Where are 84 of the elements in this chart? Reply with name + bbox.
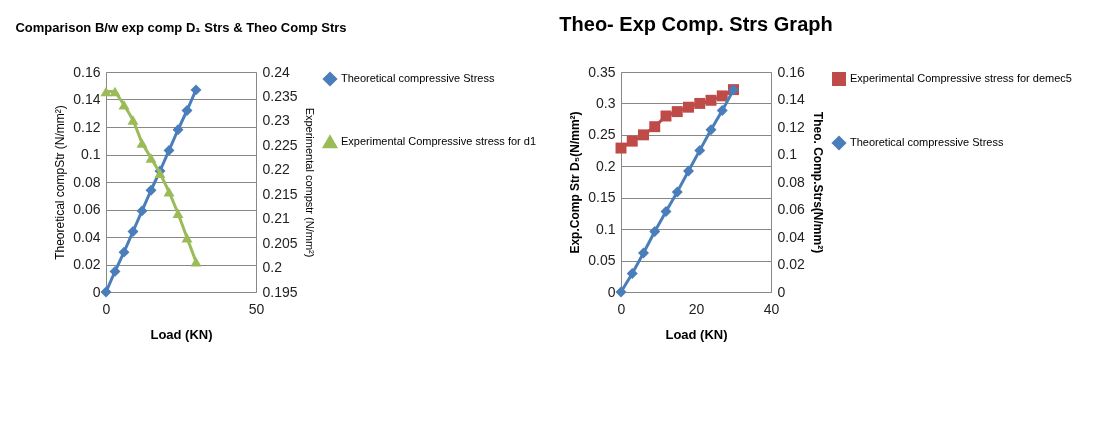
y-axis-title: Theoretical compStr (N/mm²) <box>53 105 68 260</box>
y2-tick-label: 0.24 <box>262 63 290 80</box>
point <box>660 205 672 217</box>
point <box>118 246 130 258</box>
y2-tick-label: 0.22 <box>262 161 290 178</box>
point <box>649 121 661 133</box>
y-tick-label: 0.14 <box>73 91 101 107</box>
y2-tick-label: 0.2 <box>262 259 283 276</box>
point <box>145 153 157 163</box>
point <box>649 226 661 237</box>
point <box>626 135 638 147</box>
y2-tick-label: 0.16 <box>777 63 805 80</box>
y2-tick-label: 0.21 <box>262 210 290 227</box>
point <box>100 286 112 298</box>
y2-tick-label: 0.225 <box>262 136 298 153</box>
legend-label: Theoretical compressive Stress <box>341 72 495 84</box>
point <box>694 97 706 109</box>
y-tick-label: 0.15 <box>588 189 616 206</box>
point <box>136 205 148 217</box>
point <box>172 208 184 219</box>
y2-tick-label: 0.215 <box>262 185 298 202</box>
y2-axis-title: Experimental compstr (N/mm²) <box>303 107 316 258</box>
point <box>626 267 638 279</box>
legend-label: Experimental Compressive stress for d1 <box>341 135 537 147</box>
chart-title: Comparison B/w exp comp D₁ Strs & Theo Comp Strs <box>15 20 347 35</box>
point <box>638 129 649 141</box>
x-tick-label: 20 <box>688 300 705 317</box>
x-tick-label: 40 <box>763 300 780 317</box>
y2-tick-label: 0.1 <box>777 146 798 162</box>
y2-tick-label: 0.12 <box>777 118 805 135</box>
point <box>163 187 175 197</box>
point <box>109 265 121 277</box>
point <box>615 142 627 154</box>
point <box>671 106 683 118</box>
y-tick-label: 0.1 <box>596 220 616 237</box>
y2-tick-label: 0.195 <box>262 283 298 300</box>
point <box>615 286 627 298</box>
point <box>172 124 184 136</box>
y-tick-label: 0.16 <box>73 63 101 80</box>
point <box>127 115 139 125</box>
y-tick-label: 0.04 <box>73 228 101 245</box>
x-axis-title: Load (KN) <box>665 326 728 342</box>
y-tick-label: 0.08 <box>73 173 101 190</box>
y2-tick-label: 0.235 <box>262 87 298 104</box>
chart-title: Theo- Exp Comp. Strs Graph <box>559 13 833 35</box>
y2-tick-label: 0.04 <box>777 228 805 245</box>
y-tick-label: 0.2 <box>596 157 616 174</box>
y-tick-label: 0.06 <box>73 201 101 217</box>
point <box>705 94 717 106</box>
y-tick-label: 0.02 <box>73 256 101 272</box>
point <box>716 105 728 116</box>
y-axis-title: Exp.Comp Str D₅(N/mm²) <box>568 111 583 254</box>
y2-tick-label: 0.23 <box>262 112 290 129</box>
y2-tick-label: 0.02 <box>777 256 805 272</box>
point <box>716 90 728 102</box>
y2-tick-label: 0.06 <box>777 201 805 217</box>
x-axis-title: Load (KN) <box>150 326 213 342</box>
point <box>671 186 683 198</box>
y-tick-label: 0.12 <box>73 118 101 135</box>
y2-tick-label: 0.205 <box>262 234 298 251</box>
legend-label: Experimental Compressive stress for demec5 <box>850 72 1072 84</box>
y-tick-label: 0.35 <box>588 63 616 80</box>
y-tick-label: 0.25 <box>588 126 616 143</box>
point <box>638 247 649 259</box>
point <box>683 101 694 113</box>
point <box>136 138 148 148</box>
y2-tick-label: 0.08 <box>777 173 805 190</box>
point <box>100 86 112 97</box>
point <box>163 144 175 156</box>
x-tick-label: 50 <box>248 300 265 317</box>
point <box>109 86 121 97</box>
point <box>705 124 717 136</box>
y-tick-label: 0 <box>92 283 101 300</box>
y-tick-label: 0.05 <box>588 252 616 269</box>
point <box>694 144 706 156</box>
y2-tick-label: 0 <box>777 283 786 300</box>
point <box>190 84 202 96</box>
y2-axis-title: Theo. Comp.Strs(N/mm²) <box>810 111 825 254</box>
y-tick-label: 0.1 <box>81 146 101 162</box>
legend-label: Theoretical compressive Stress <box>850 136 1004 148</box>
point <box>145 184 157 196</box>
y-tick-label: 0 <box>607 283 616 300</box>
y-tick-label: 0.3 <box>596 94 616 111</box>
y2-tick-label: 0.14 <box>777 91 805 107</box>
